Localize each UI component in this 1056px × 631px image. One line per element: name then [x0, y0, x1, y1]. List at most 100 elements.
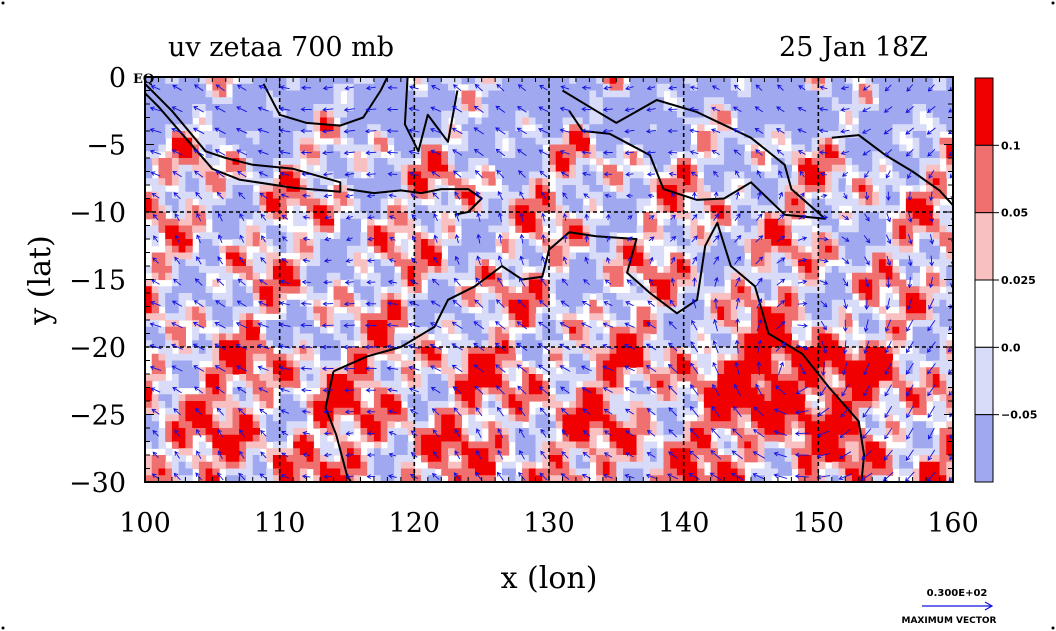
- field-cell: [670, 347, 678, 355]
- field-cell: [299, 198, 308, 206]
- field-cell: [683, 131, 691, 139]
- field-cell: [730, 313, 739, 321]
- field-cell: [852, 104, 860, 112]
- field-cell: [232, 158, 240, 166]
- field-cell: [629, 380, 638, 389]
- field-cell: [757, 252, 766, 260]
- field-cell: [266, 124, 274, 132]
- field-cell: [589, 124, 597, 132]
- field-cell: [663, 333, 671, 341]
- field-cell: [946, 272, 953, 281]
- field-cell: [885, 205, 893, 213]
- field-cell: [293, 340, 301, 348]
- field-cell: [501, 225, 510, 233]
- field-cell: [932, 117, 941, 125]
- field-cell: [225, 272, 234, 281]
- field-cell: [165, 124, 173, 132]
- field-cell: [427, 252, 436, 260]
- field-cell: [178, 239, 186, 247]
- field-cell: [205, 117, 213, 125]
- field-cell: [852, 387, 860, 395]
- field-cell: [939, 293, 947, 301]
- field-cell: [333, 245, 341, 254]
- field-cell: [367, 306, 375, 314]
- field-cell: [434, 110, 442, 119]
- field-cell: [145, 320, 153, 328]
- field-cell: [259, 353, 267, 362]
- field-cell: [171, 374, 180, 382]
- field-cell: [380, 144, 388, 152]
- field-cell: [791, 347, 799, 355]
- field-cell: [192, 360, 200, 368]
- field-cell: [501, 232, 510, 240]
- field-cell: [421, 90, 429, 98]
- field-cell: [932, 272, 941, 281]
- field-cell: [367, 158, 375, 166]
- field-cell: [777, 340, 786, 348]
- field-cell: [643, 178, 651, 186]
- field-cell: [293, 212, 301, 220]
- field-cell: [239, 198, 247, 206]
- field-cell: [192, 374, 200, 382]
- field-cell: [683, 299, 691, 308]
- field-cell: [488, 191, 496, 200]
- field-cell: [158, 367, 166, 375]
- field-cell: [804, 83, 813, 92]
- field-cell: [225, 360, 234, 368]
- field-cell: [791, 158, 799, 166]
- field-cell: [145, 333, 153, 341]
- field-cell: [192, 347, 200, 355]
- field-cell: [198, 333, 207, 341]
- field-cell: [427, 77, 436, 85]
- field-cell: [791, 293, 799, 301]
- field-cell: [771, 313, 779, 321]
- field-cell: [508, 171, 516, 179]
- field-cell: [784, 320, 792, 328]
- field-cell: [347, 326, 355, 335]
- field-cell: [683, 212, 691, 220]
- field-cell: [239, 286, 247, 294]
- field-cell: [380, 367, 388, 375]
- field-cell: [400, 387, 409, 395]
- field-cell: [791, 90, 799, 98]
- field-cell: [347, 232, 355, 240]
- field-cell: [562, 117, 570, 125]
- field-cell: [818, 77, 826, 85]
- field-cell: [299, 347, 308, 355]
- field-cell: [326, 131, 335, 139]
- field-cell: [198, 306, 207, 314]
- field-cell: [737, 299, 745, 308]
- field-cell: [798, 353, 806, 362]
- field-cell: [919, 90, 927, 98]
- field-cell: [306, 131, 314, 139]
- field-cell: [461, 164, 469, 173]
- field-cell: [468, 374, 476, 382]
- field-cell: [293, 164, 301, 173]
- field-cell: [905, 77, 914, 85]
- field-cell: [744, 178, 752, 186]
- field-cell: [158, 124, 166, 132]
- field-cell: [643, 144, 651, 152]
- field-cell: [670, 313, 678, 321]
- field-cell: [185, 191, 193, 200]
- field-cell: [885, 77, 893, 85]
- field-cell: [623, 326, 631, 335]
- field-cell: [340, 225, 348, 233]
- field-cell: [609, 205, 617, 213]
- field-cell: [535, 178, 543, 186]
- field-cell: [616, 367, 624, 375]
- field-cell: [650, 90, 658, 98]
- field-cell: [232, 245, 240, 254]
- field-cell: [219, 232, 227, 240]
- field-cell: [777, 380, 786, 389]
- field-cell: [596, 144, 604, 152]
- field-cell: [818, 198, 826, 206]
- field-cell: [865, 90, 873, 98]
- field-cell: [279, 131, 287, 139]
- field-cell: [165, 83, 173, 92]
- field-cell: [367, 286, 375, 294]
- field-cell: [757, 124, 766, 132]
- field-cell: [596, 360, 604, 368]
- field-cell: [306, 333, 314, 341]
- field-cell: [461, 218, 469, 227]
